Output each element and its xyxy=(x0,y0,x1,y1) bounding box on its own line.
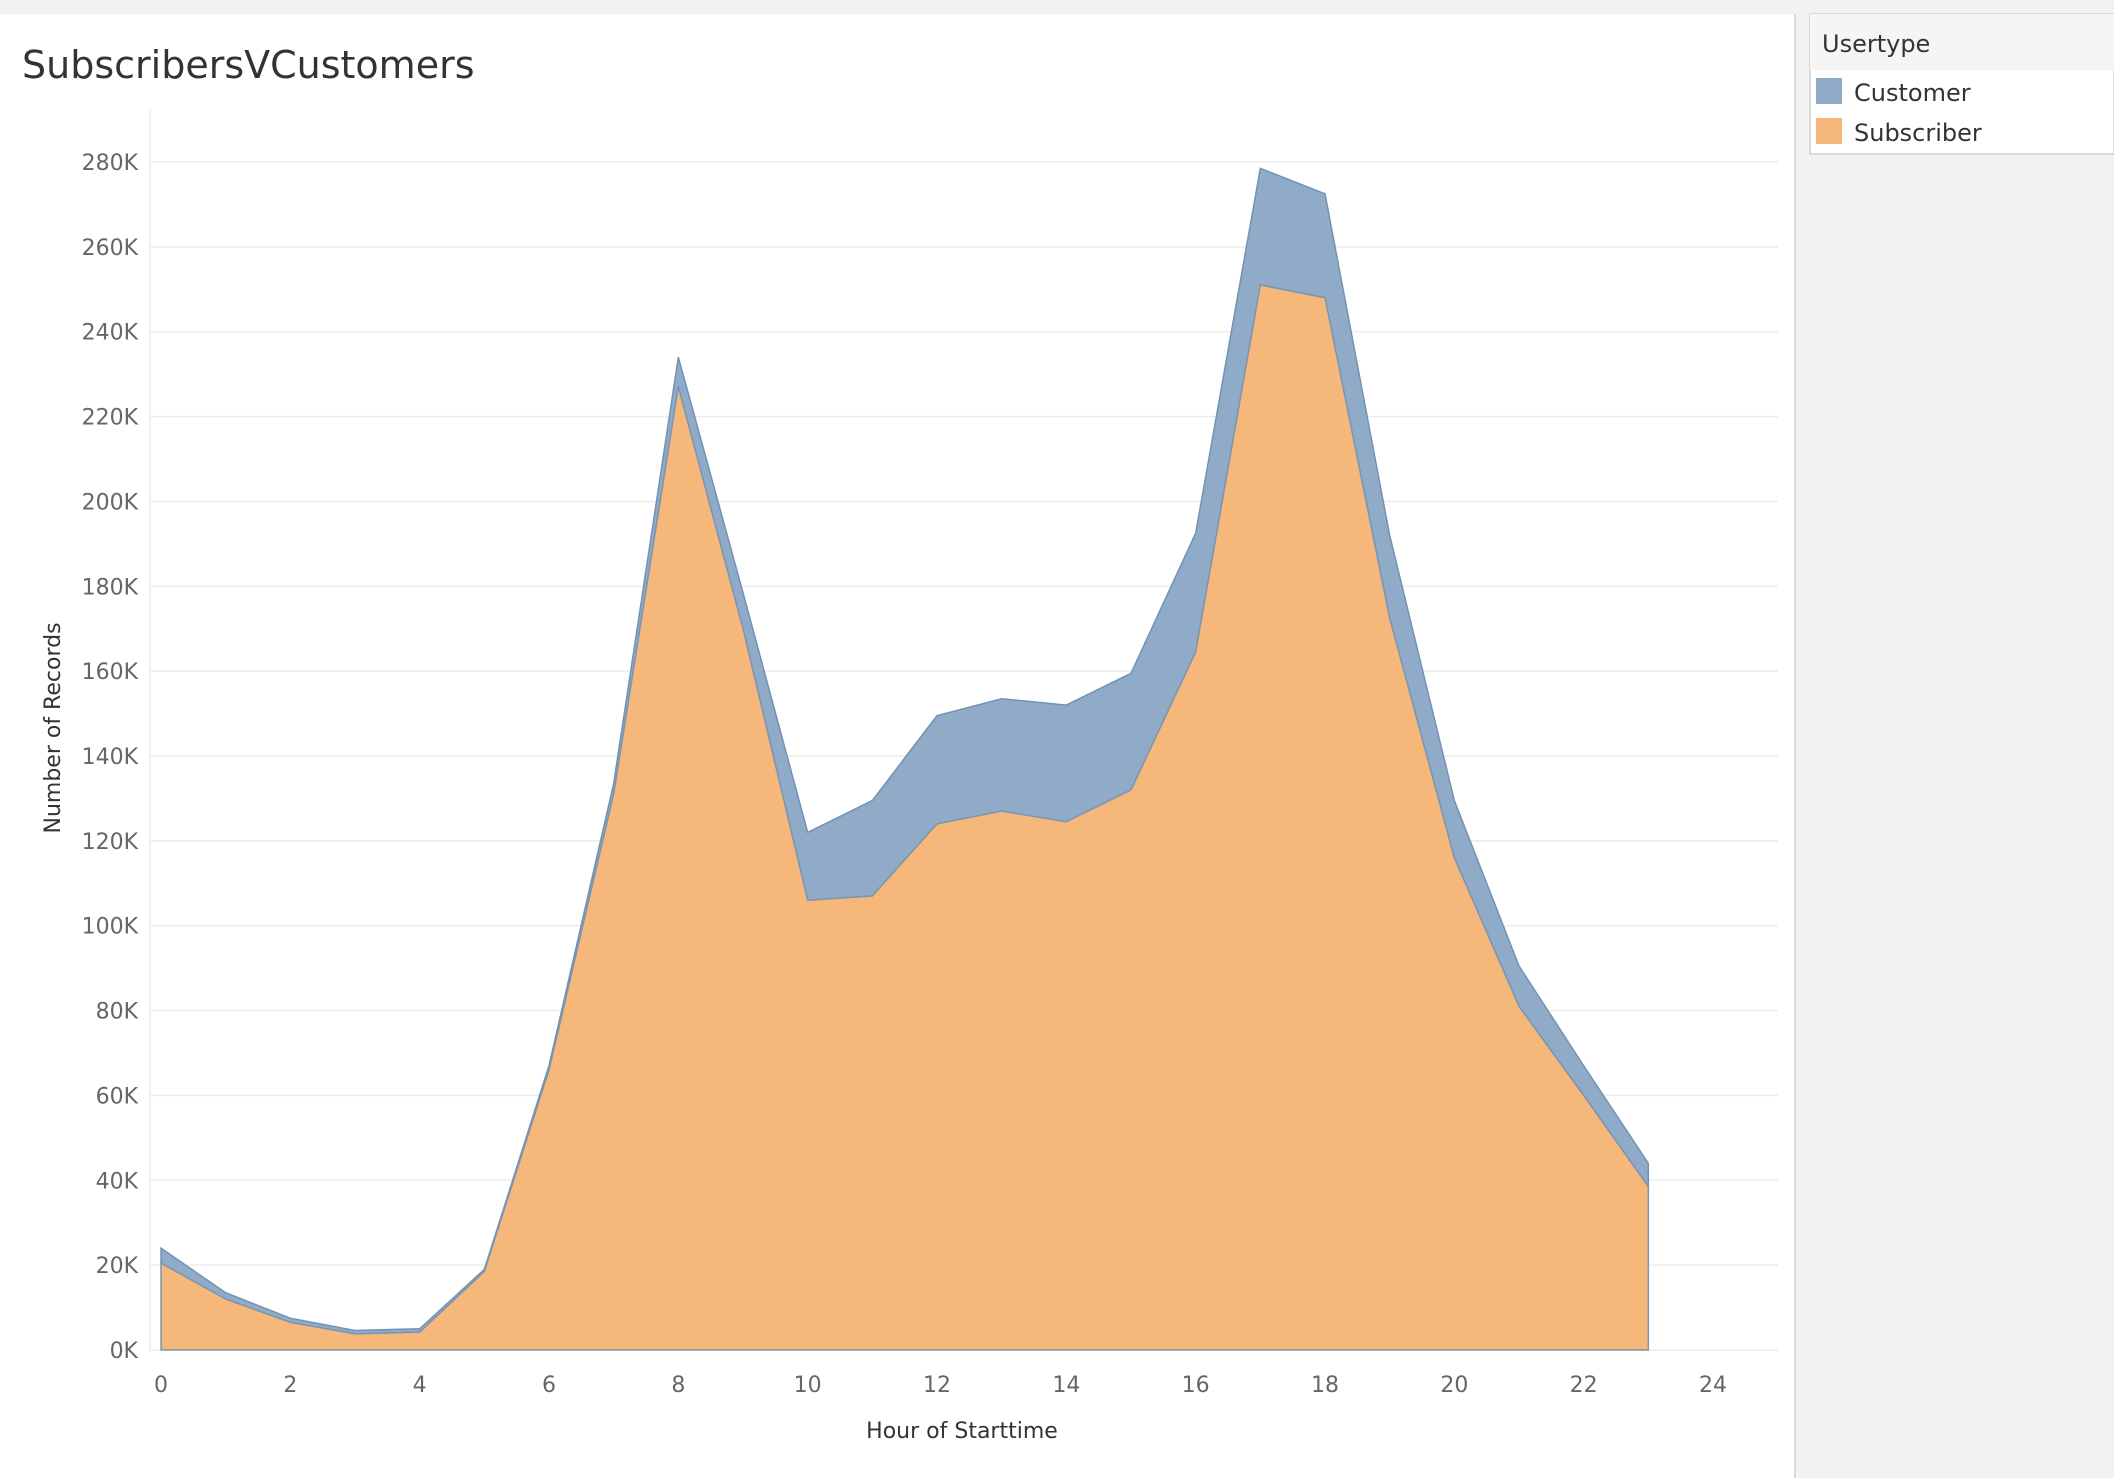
point-subscriber[interactable] xyxy=(676,385,680,389)
point-subscriber[interactable] xyxy=(224,1297,228,1301)
y-tick-label: 80K xyxy=(96,1000,139,1025)
y-tick-label: 220K xyxy=(82,406,139,431)
x-tick-label: 4 xyxy=(413,1373,427,1398)
x-tick-label: 20 xyxy=(1440,1373,1468,1398)
point-subscriber[interactable] xyxy=(612,792,616,796)
point-customer[interactable] xyxy=(935,714,939,718)
x-tick-label: 10 xyxy=(794,1373,822,1398)
point-subscriber[interactable] xyxy=(547,1068,551,1072)
point-customer[interactable] xyxy=(1517,964,1521,968)
x-tick-label: 0 xyxy=(154,1373,168,1398)
point-customer[interactable] xyxy=(806,830,810,834)
legend: Usertype Customer Subscriber xyxy=(1809,13,2114,155)
y-tick-label: 280K xyxy=(82,151,139,176)
y-tick-label: 0K xyxy=(110,1339,139,1364)
chart-title: SubscribersVCustomers xyxy=(22,43,475,87)
x-tick-label: 24 xyxy=(1699,1373,1727,1398)
point-customer[interactable] xyxy=(159,1246,163,1250)
legend-swatch-subscriber[interactable] xyxy=(1816,118,1842,144)
y-tick-label: 40K xyxy=(96,1169,139,1194)
point-subscriber[interactable] xyxy=(1517,1004,1521,1008)
area-series-group xyxy=(159,166,1650,1351)
y-tick-label: 60K xyxy=(96,1084,139,1109)
y-tick-label: 100K xyxy=(82,915,139,940)
point-customer[interactable] xyxy=(224,1291,228,1295)
point-customer[interactable] xyxy=(1000,697,1004,701)
point-customer[interactable] xyxy=(353,1328,357,1332)
x-tick-label: 16 xyxy=(1182,1373,1210,1398)
x-tick-label: 6 xyxy=(542,1373,556,1398)
point-subscriber[interactable] xyxy=(1582,1093,1586,1097)
y-tick-label: 240K xyxy=(82,321,139,346)
legend-label-subscriber[interactable]: Subscriber xyxy=(1854,119,1982,147)
point-subscriber[interactable] xyxy=(870,894,874,898)
point-customer[interactable] xyxy=(1258,166,1262,170)
y-tick-label: 120K xyxy=(82,830,139,855)
point-customer[interactable] xyxy=(1582,1064,1586,1068)
point-subscriber[interactable] xyxy=(741,627,745,631)
point-customer[interactable] xyxy=(612,782,616,786)
y-tick-label: 20K xyxy=(96,1254,139,1279)
point-subscriber[interactable] xyxy=(1194,650,1198,654)
x-axis-ticks: 0 2 4 6 8 10 12 14 16 18 20 22 24 xyxy=(154,1373,1727,1398)
y-tick-label: 180K xyxy=(82,575,139,600)
point-customer[interactable] xyxy=(1323,192,1327,196)
y-tick-label: 140K xyxy=(82,745,139,770)
x-tick-label: 18 xyxy=(1311,1373,1339,1398)
point-customer[interactable] xyxy=(482,1267,486,1271)
x-tick-label: 2 xyxy=(283,1373,297,1398)
legend-title: Usertype xyxy=(1822,30,1930,58)
point-subscriber[interactable] xyxy=(1452,856,1456,860)
x-tick-label: 12 xyxy=(923,1373,951,1398)
point-subscriber[interactable] xyxy=(935,822,939,826)
legend-header xyxy=(1810,14,2114,70)
point-subscriber[interactable] xyxy=(1000,809,1004,813)
point-customer[interactable] xyxy=(288,1316,292,1320)
y-tick-label: 260K xyxy=(82,236,139,261)
y-axis-ticks: 0K 20K 40K 60K 80K 100K 120K 140K 160K 180K 200K 22… xyxy=(82,151,139,1364)
point-customer[interactable] xyxy=(1194,531,1198,535)
legend-swatch-customer[interactable] xyxy=(1816,78,1842,104)
point-subscriber[interactable] xyxy=(1129,788,1133,792)
point-customer[interactable] xyxy=(1646,1161,1650,1165)
x-tick-label: 8 xyxy=(671,1373,685,1398)
point-customer[interactable] xyxy=(1129,671,1133,675)
x-tick-label: 22 xyxy=(1570,1373,1598,1398)
y-tick-label: 200K xyxy=(82,490,139,515)
area-subscriber[interactable] xyxy=(160,284,1650,1351)
x-axis-title: Hour of Starttime xyxy=(866,1419,1058,1444)
point-customer[interactable] xyxy=(547,1064,551,1068)
y-tick-label: 160K xyxy=(82,660,139,685)
point-customer[interactable] xyxy=(676,355,680,359)
point-subscriber[interactable] xyxy=(1646,1185,1650,1189)
point-customer[interactable] xyxy=(1452,799,1456,803)
y-axis-title: Number of Records xyxy=(41,622,66,833)
point-customer[interactable] xyxy=(741,591,745,595)
point-subscriber[interactable] xyxy=(1323,296,1327,300)
point-subscriber[interactable] xyxy=(1258,283,1262,287)
point-customer[interactable] xyxy=(418,1327,422,1331)
point-subscriber[interactable] xyxy=(806,898,810,902)
point-subscriber[interactable] xyxy=(159,1261,163,1265)
point-subscriber[interactable] xyxy=(1064,820,1068,824)
legend-label-customer[interactable]: Customer xyxy=(1854,79,1971,107)
point-customer[interactable] xyxy=(1064,703,1068,707)
x-tick-label: 14 xyxy=(1052,1373,1080,1398)
point-customer[interactable] xyxy=(870,799,874,803)
point-customer[interactable] xyxy=(1388,533,1392,537)
point-subscriber[interactable] xyxy=(1388,616,1392,620)
point-subscriber[interactable] xyxy=(288,1320,292,1324)
